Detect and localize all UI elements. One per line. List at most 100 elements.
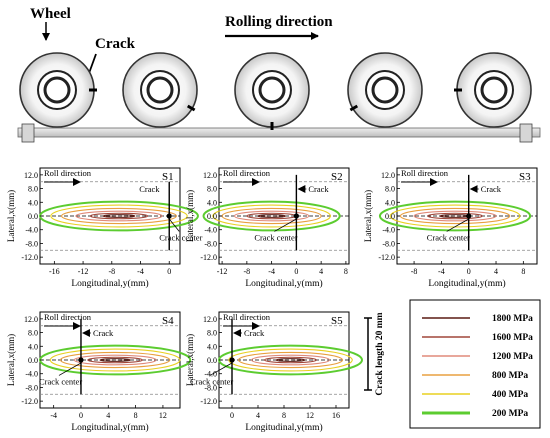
crack-label: Crack xyxy=(244,328,265,338)
x-tick-label: 12 xyxy=(159,411,167,420)
y-tick-label: -4.0 xyxy=(382,226,395,235)
y-tick-label: -12.0 xyxy=(200,253,217,262)
y-tick-label: 8.0 xyxy=(207,329,217,338)
x-tick-label: 4 xyxy=(106,411,110,420)
wheel xyxy=(234,52,310,130)
y-axis-label: Lateral,x(mm) xyxy=(6,190,16,242)
contour-1200-mpa xyxy=(73,354,157,366)
legend-label: 800 MPa xyxy=(492,371,528,381)
wheel-hub xyxy=(43,76,71,104)
legend-item: 1200 MPa xyxy=(422,352,533,362)
y-tick-label: 0.0 xyxy=(207,212,217,221)
rail-bar xyxy=(17,127,541,138)
y-tick-label: -4.0 xyxy=(25,226,38,235)
legend-item: 200 MPa xyxy=(422,409,528,419)
x-tick-label: 16 xyxy=(332,411,340,420)
legend: 1800 MPa 1600 MPa 1200 MPa 800 MPa 400 MPa 20… xyxy=(409,299,541,429)
wheel xyxy=(347,52,423,128)
x-axis-label: Longitudinal,y(mm) xyxy=(71,422,148,433)
y-axis-label: Lateral,x(mm) xyxy=(363,190,373,242)
y-tick-label: 4.0 xyxy=(28,342,38,351)
x-tick-label: 4 xyxy=(319,267,323,276)
y-tick-label: 12.0 xyxy=(203,315,217,324)
contour-200-mpa xyxy=(202,200,341,232)
contour-800-mpa xyxy=(60,207,177,225)
crack-center-label: Crack center xyxy=(427,233,470,243)
crack-label: Crack xyxy=(481,184,502,194)
x-tick-label: 12 xyxy=(306,411,314,420)
panel-s3: Roll direction S3 Crack Crack center 12.0 8.0… xyxy=(363,167,538,289)
x-tick-label: -8 xyxy=(244,267,251,276)
crack-length-annotation: Crack length 20 mm xyxy=(364,312,385,396)
wheel-crack-mark xyxy=(349,104,359,112)
roll-direction-label: Roll direction xyxy=(401,168,449,178)
x-tick-label: -16 xyxy=(49,267,60,276)
wheel-crack-mark xyxy=(186,104,196,112)
y-tick-label: -8.0 xyxy=(382,239,395,248)
crack-center-pointer xyxy=(446,218,469,232)
x-tick-label: 0 xyxy=(467,267,471,276)
x-tick-label: -4 xyxy=(137,267,144,276)
x-tick-label: -4 xyxy=(50,411,57,420)
crack-center-dot xyxy=(466,213,472,219)
y-tick-label: -12.0 xyxy=(378,253,395,262)
rail xyxy=(17,123,541,143)
contour-1200-mpa xyxy=(250,354,331,366)
wheel-label: Wheel xyxy=(30,6,71,22)
contour-800-mpa xyxy=(221,207,322,225)
contour-800-mpa xyxy=(59,351,171,369)
y-tick-label: -8.0 xyxy=(204,239,217,248)
legend-item: 1800 MPa xyxy=(422,314,533,324)
crack-center-label: Crack center xyxy=(39,377,82,387)
rolling-direction-label: Rolling direction xyxy=(225,14,333,30)
crack-center-label: Crack center xyxy=(254,233,297,243)
panel-title: S1 xyxy=(162,171,174,183)
legend-label: 1200 MPa xyxy=(492,352,533,362)
y-tick-label: 8.0 xyxy=(28,329,38,338)
wheel xyxy=(454,52,532,128)
y-tick-label: 0.0 xyxy=(28,212,38,221)
rail-support-left xyxy=(21,123,35,143)
contour-1200-mpa xyxy=(413,210,497,222)
x-axis-label: Longitudinal,y(mm) xyxy=(245,278,322,289)
crack-center-pointer xyxy=(168,218,180,232)
crack-center-dot xyxy=(293,213,299,219)
panel-title: S5 xyxy=(331,315,343,327)
contour-800-mpa xyxy=(237,351,344,369)
crack-label: Crack xyxy=(93,328,114,338)
contour-800-mpa xyxy=(399,207,511,225)
y-tick-label: -12.0 xyxy=(21,253,38,262)
y-tick-label: 8.0 xyxy=(207,185,217,194)
contour-1800-mpa xyxy=(99,358,131,362)
legend-label: 1800 MPa xyxy=(492,314,533,324)
wheel-hub xyxy=(371,76,399,104)
contour-1200-mpa xyxy=(233,210,310,222)
rail-support-right xyxy=(519,123,533,143)
crack-label: Crack xyxy=(139,184,160,194)
y-tick-label: -4.0 xyxy=(25,370,38,379)
crack-center-label: Crack center xyxy=(190,377,233,387)
x-tick-label: 0 xyxy=(167,267,171,276)
wheel-hub xyxy=(480,76,508,104)
crack-center-pointer xyxy=(274,218,297,232)
legend-label: 400 MPa xyxy=(492,390,528,400)
crack-center-label: Crack center xyxy=(159,233,202,243)
y-tick-label: 8.0 xyxy=(385,185,395,194)
x-tick-label: -8 xyxy=(411,267,418,276)
contour-1600-mpa xyxy=(263,356,318,364)
roll-direction-label: Roll direction xyxy=(223,312,271,322)
wheel-hub xyxy=(258,76,286,104)
contour-1600-mpa xyxy=(427,212,483,220)
y-tick-label: 4.0 xyxy=(207,198,217,207)
panel-title: S4 xyxy=(162,315,174,327)
crack-center-dot xyxy=(78,357,84,363)
crack-label: Crack xyxy=(308,184,329,194)
y-tick-label: -12.0 xyxy=(200,397,217,406)
roll-direction-label: Roll direction xyxy=(44,168,92,178)
contour-400-mpa xyxy=(212,204,331,228)
x-tick-label: 0 xyxy=(294,267,298,276)
crack-center-pointer xyxy=(58,362,82,376)
contour-1600-mpa xyxy=(89,212,149,220)
panel-s4: Roll direction S4 Crack Crack center 12.0 8.0… xyxy=(6,311,192,433)
